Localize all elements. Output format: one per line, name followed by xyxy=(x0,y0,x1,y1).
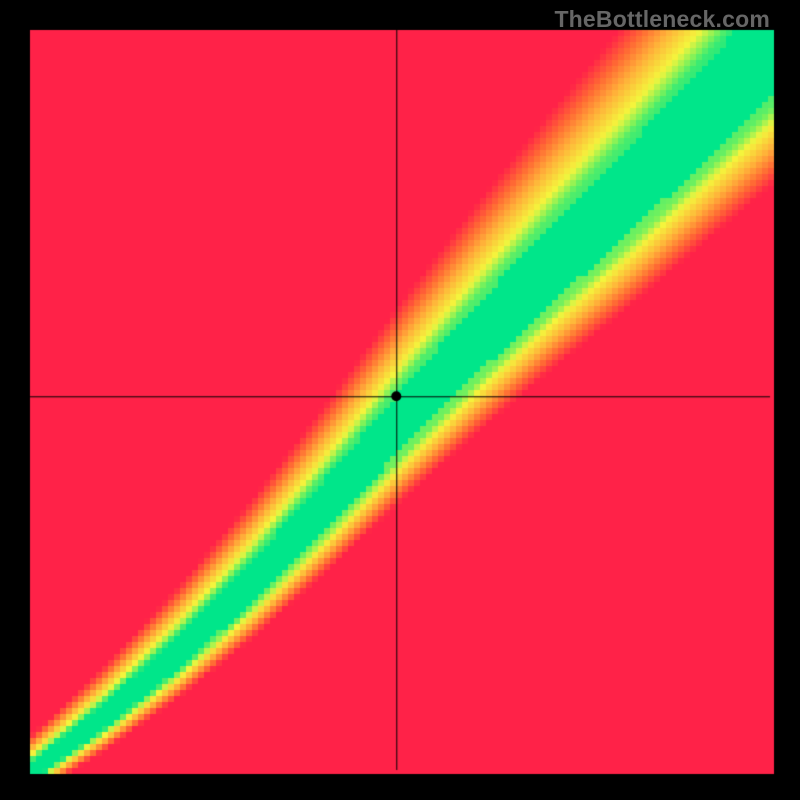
watermark-text: TheBottleneck.com xyxy=(554,6,770,33)
bottleneck-heatmap xyxy=(0,0,800,800)
chart-container: TheBottleneck.com xyxy=(0,0,800,800)
